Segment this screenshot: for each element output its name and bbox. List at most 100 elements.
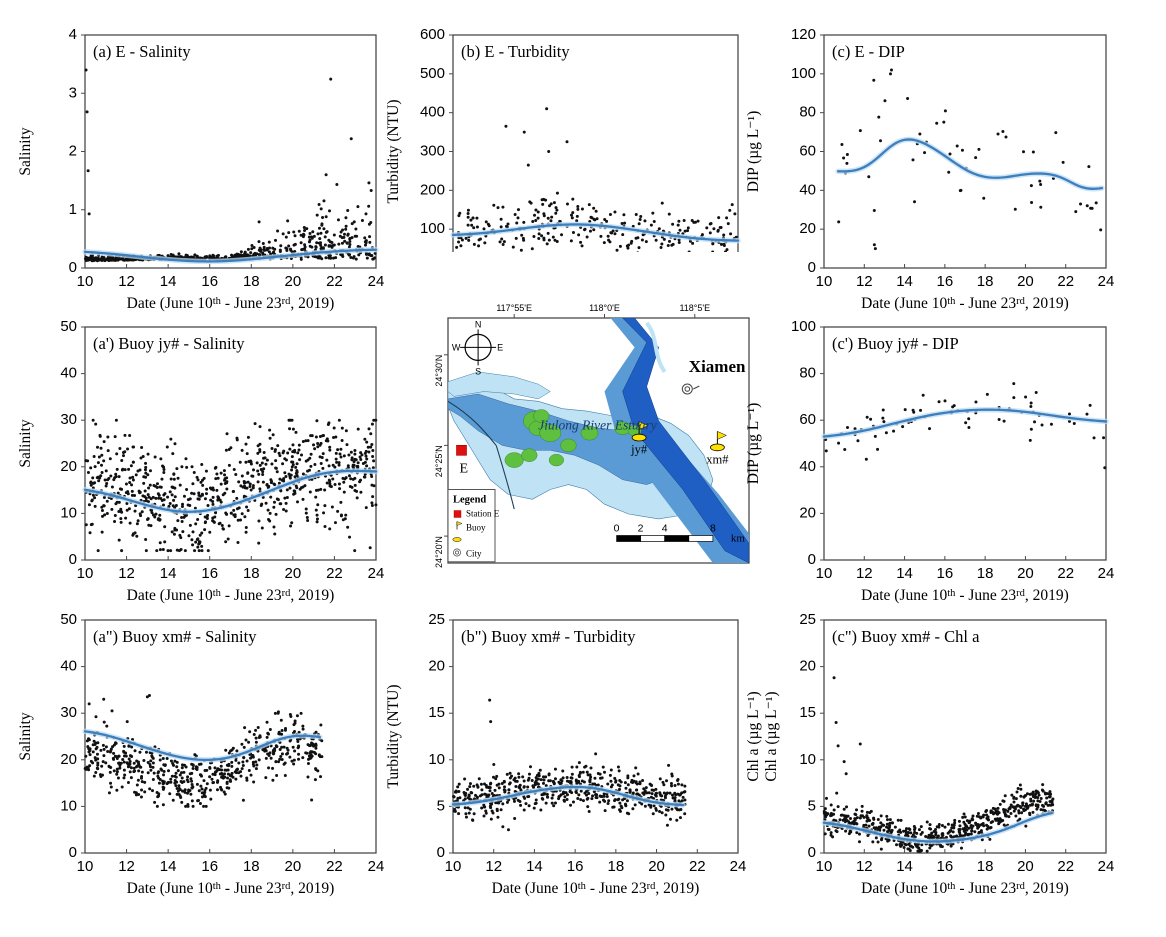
svg-text:30: 30 [60, 704, 77, 721]
svg-text:Turbidity (NTU): Turbidity (NTU) [385, 99, 402, 203]
svg-text:12: 12 [118, 858, 135, 875]
svg-text:22: 22 [1057, 858, 1074, 875]
svg-text:jy#: jy# [630, 443, 648, 457]
svg-text:10: 10 [60, 797, 77, 814]
svg-text:10: 10 [445, 858, 462, 875]
svg-text:20: 20 [60, 750, 77, 767]
svg-text:Salinity: Salinity [17, 712, 34, 760]
svg-text:20: 20 [799, 220, 816, 237]
svg-text:20: 20 [1017, 273, 1034, 290]
svg-text:20: 20 [799, 505, 816, 522]
svg-text:(c) E - DIP: (c) E - DIP [832, 42, 905, 61]
svg-text:117°55'E: 117°55'E [496, 303, 532, 313]
svg-text:24: 24 [368, 858, 385, 875]
svg-text:20: 20 [1017, 565, 1034, 582]
svg-text:5: 5 [437, 797, 445, 814]
svg-text:60: 60 [799, 411, 816, 428]
svg-text:12: 12 [856, 273, 873, 290]
svg-text:24: 24 [1098, 858, 1115, 875]
svg-text:E: E [460, 462, 469, 477]
svg-text:100: 100 [791, 65, 816, 82]
svg-text:15: 15 [799, 704, 816, 721]
svg-text:5: 5 [808, 797, 816, 814]
svg-text:22: 22 [326, 565, 343, 582]
svg-text:40: 40 [60, 657, 77, 674]
svg-text:km: km [731, 533, 746, 545]
svg-text:18: 18 [243, 565, 260, 582]
svg-text:120: 120 [791, 26, 816, 43]
svg-text:S: S [475, 367, 481, 377]
svg-text:400: 400 [420, 104, 445, 121]
svg-text:24: 24 [730, 858, 747, 875]
svg-text:20: 20 [285, 858, 302, 875]
svg-text:10: 10 [816, 565, 833, 582]
svg-text:Date (June 10th - June 23rd, 2: Date (June 10th - June 23rd, 2019) [861, 880, 1069, 897]
svg-text:10: 10 [60, 505, 77, 522]
svg-text:DIP (µg L⁻¹): DIP (µg L⁻¹) [745, 111, 762, 192]
svg-text:22: 22 [326, 273, 343, 290]
svg-text:1: 1 [69, 201, 77, 218]
svg-text:Legend: Legend [453, 495, 486, 506]
svg-text:18: 18 [608, 858, 625, 875]
svg-text:24: 24 [1098, 565, 1115, 582]
svg-text:20: 20 [648, 858, 665, 875]
svg-text:30: 30 [60, 411, 77, 428]
svg-text:16: 16 [937, 858, 954, 875]
svg-text:2: 2 [638, 523, 644, 535]
svg-text:24: 24 [368, 565, 385, 582]
svg-text:16: 16 [937, 273, 954, 290]
svg-text:14: 14 [160, 565, 177, 582]
svg-text:80: 80 [799, 365, 816, 382]
svg-text:City: City [466, 549, 482, 559]
svg-text:(b) E - Turbidity: (b) E - Turbidity [461, 42, 570, 61]
svg-text:60: 60 [799, 143, 816, 160]
svg-text:0: 0 [614, 523, 620, 535]
svg-text:22: 22 [689, 858, 706, 875]
svg-text:16: 16 [201, 858, 218, 875]
svg-text:40: 40 [799, 181, 816, 198]
svg-text:10: 10 [816, 858, 833, 875]
svg-text:(b") Buoy xm# - Turbidity: (b") Buoy xm# - Turbidity [461, 627, 636, 646]
svg-text:18: 18 [243, 858, 260, 875]
svg-text:DIP (µg L⁻¹): DIP (µg L⁻¹) [745, 403, 762, 484]
svg-text:12: 12 [856, 565, 873, 582]
svg-text:Xiamen: Xiamen [689, 357, 746, 376]
svg-text:14: 14 [160, 858, 177, 875]
svg-text:10: 10 [816, 273, 833, 290]
svg-text:(a') Buoy jy# - Salinity: (a') Buoy jy# - Salinity [93, 334, 245, 353]
svg-text:Chl a (µg L⁻¹): Chl a (µg L⁻¹) [745, 691, 762, 781]
svg-text:16: 16 [201, 273, 218, 290]
svg-text:(c") Buoy xm# - Chl a: (c") Buoy xm# - Chl a [832, 627, 980, 646]
svg-text:100: 100 [791, 318, 816, 335]
svg-text:xm#: xm# [706, 453, 729, 467]
svg-text:14: 14 [896, 858, 913, 875]
svg-text:Salinity: Salinity [17, 419, 34, 467]
svg-text:Turbidity (NTU): Turbidity (NTU) [385, 684, 402, 788]
svg-text:24°20'N: 24°20'N [434, 536, 444, 568]
svg-text:118°5'E: 118°5'E [679, 303, 710, 313]
svg-text:4: 4 [662, 523, 668, 535]
svg-text:10: 10 [428, 750, 445, 767]
svg-text:24°25'N: 24°25'N [434, 446, 444, 478]
svg-text:N: N [475, 320, 482, 330]
svg-text:18: 18 [977, 273, 994, 290]
svg-text:Date (June 10th - June 23rd, 2: Date (June 10th - June 23rd, 2019) [127, 880, 335, 897]
svg-text:16: 16 [937, 565, 954, 582]
svg-text:14: 14 [896, 273, 913, 290]
svg-text:20: 20 [285, 273, 302, 290]
svg-text:20: 20 [285, 565, 302, 582]
svg-text:10: 10 [799, 750, 816, 767]
svg-text:10: 10 [77, 565, 94, 582]
svg-text:24: 24 [1098, 273, 1115, 290]
svg-text:15: 15 [428, 704, 445, 721]
svg-text:10: 10 [77, 858, 94, 875]
svg-text:22: 22 [1057, 565, 1074, 582]
svg-text:18: 18 [977, 565, 994, 582]
svg-text:3: 3 [69, 84, 77, 101]
svg-text:20: 20 [60, 458, 77, 475]
svg-text:24°30'N: 24°30'N [434, 355, 444, 387]
svg-text:80: 80 [799, 104, 816, 121]
svg-text:16: 16 [567, 858, 584, 875]
svg-text:12: 12 [118, 273, 135, 290]
svg-text:22: 22 [1057, 273, 1074, 290]
